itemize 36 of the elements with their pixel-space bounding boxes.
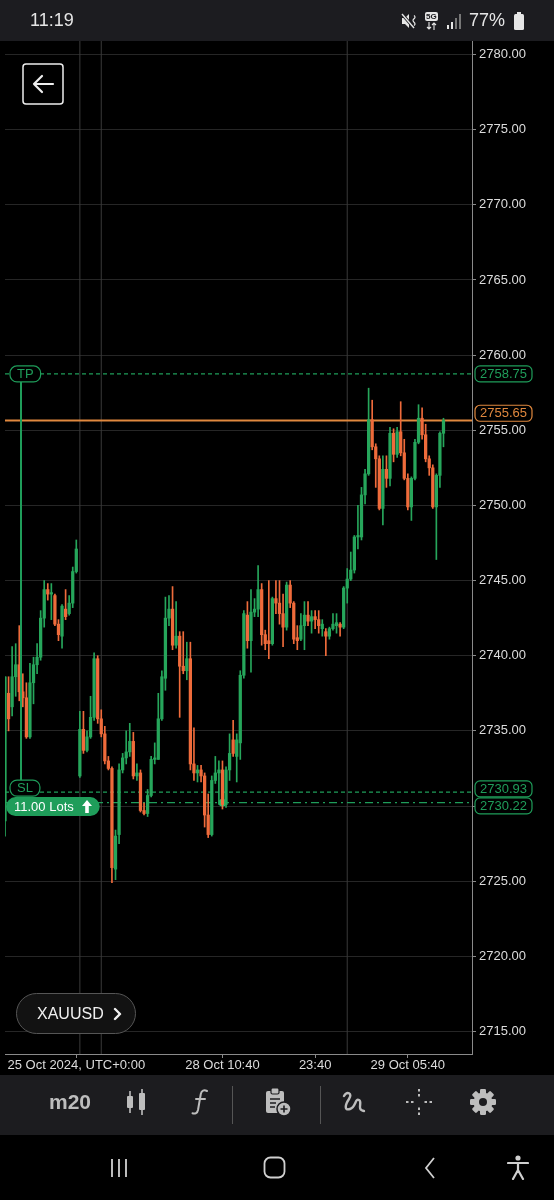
y-tick-label: 2715.00 [479, 1023, 526, 1039]
x-tick-label: 25 Oct 2024, UTC+0:00 [7, 1056, 146, 1072]
y-tick-label: 2765.00 [479, 271, 526, 287]
y-tick-label: 2755.00 [479, 421, 526, 437]
x-tick-label: 29 Oct 05:40 [370, 1056, 446, 1072]
candlestick [313, 610, 317, 629]
ref-line-label: 2730.22 [480, 797, 527, 813]
x-tick-label: 23:40 [298, 1056, 332, 1072]
y-tick-label: 2750.00 [479, 497, 526, 512]
annotation: XAUUSD [37, 1005, 104, 1023]
ref-line-label: 2758.75 [480, 365, 527, 381]
candlestick [306, 601, 310, 626]
annotation: TP [17, 365, 34, 381]
y-tick-label: 2740.00 [479, 647, 526, 663]
candlestick [174, 601, 178, 649]
y-tick-label: 2735.00 [479, 722, 526, 738]
text: m20 [49, 1090, 92, 1114]
y-tick-label: 2770.00 [479, 196, 526, 212]
candlestick [324, 628, 328, 657]
text: 77% [469, 10, 506, 31]
y-tick-label: 2725.00 [479, 872, 526, 888]
x-tick-label: 28 Oct 10:40 [185, 1056, 260, 1072]
text: 11:19 [30, 10, 74, 31]
ref-line-label: 2730.93 [480, 780, 527, 796]
candlestick [135, 763, 139, 781]
y-tick-label: 2745.00 [479, 572, 526, 588]
annotation: SL [17, 780, 33, 796]
y-tick-label: 2760.00 [479, 346, 526, 362]
candlestick [338, 622, 342, 637]
text: 5G [425, 12, 438, 21]
candlestick [267, 580, 271, 660]
annotation: 11.00 Lots [14, 798, 75, 814]
y-tick-label: 2780.00 [479, 46, 526, 62]
ref-line-label: 2755.65 [480, 405, 527, 421]
y-tick-label: 2720.00 [479, 947, 526, 963]
y-tick-label: 2775.00 [479, 121, 526, 137]
